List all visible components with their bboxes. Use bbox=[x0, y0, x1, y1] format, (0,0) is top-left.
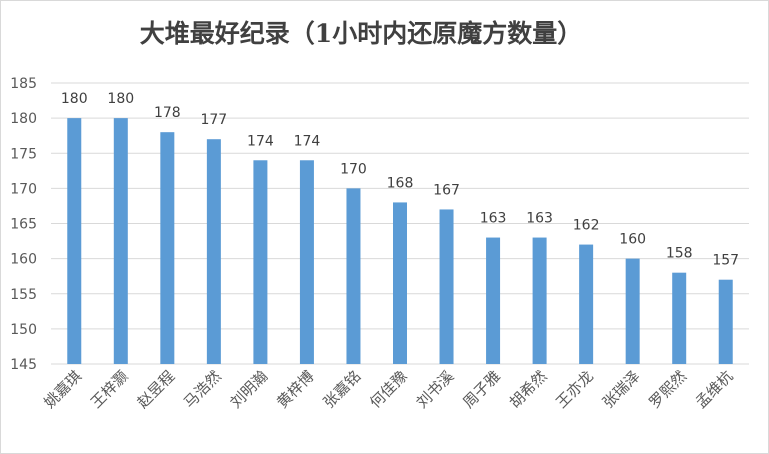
chart-title: 大堆最好纪录（1小时内还原魔方数量） bbox=[140, 19, 582, 48]
data-label: 160 bbox=[619, 232, 646, 248]
y-tick-label: 165 bbox=[10, 217, 37, 233]
x-tick-label: 孟维杭 bbox=[692, 367, 737, 412]
x-tick-label: 姚嘉琪 bbox=[41, 367, 86, 412]
data-label: 174 bbox=[294, 133, 321, 149]
bar bbox=[393, 202, 407, 364]
x-tick-label: 周子雅 bbox=[459, 367, 504, 412]
x-tick-label: 刘书溪 bbox=[413, 367, 458, 412]
data-label: 163 bbox=[480, 211, 507, 227]
x-axis: 姚嘉琪 王梓灏 赵昱程 马浩然 刘明瀚 黄梓博 张嘉铭 何佳豫 刘书溪 周子雅 胡希然 王亦龙 张瑞泽罗… bbox=[41, 367, 737, 412]
bar bbox=[532, 237, 547, 364]
y-tick-label: 180 bbox=[10, 111, 37, 127]
y-tick-label: 175 bbox=[10, 146, 37, 162]
bar bbox=[439, 209, 454, 364]
x-tick-label: 张瑞泽 bbox=[599, 367, 644, 412]
x-tick-label: 胡希然 bbox=[506, 367, 551, 412]
bar bbox=[346, 188, 361, 364]
x-tick-label: 张嘉铭 bbox=[320, 367, 365, 412]
data-label: 158 bbox=[666, 246, 693, 262]
data-label: 174 bbox=[247, 133, 274, 149]
data-label: 162 bbox=[573, 218, 600, 234]
data-label: 157 bbox=[712, 253, 739, 269]
data-label: 180 bbox=[107, 91, 134, 107]
x-tick-label: 王亦龙 bbox=[552, 367, 597, 412]
data-labels: 180 180 178 177 174 174 170 168 167 163 163 162 160 1… bbox=[61, 91, 739, 269]
data-label: 170 bbox=[340, 161, 367, 177]
bar bbox=[206, 139, 221, 364]
x-tick-label: 刘明瀚 bbox=[227, 367, 272, 412]
x-tick-label: 赵昱程 bbox=[134, 367, 179, 412]
y-tick-label: 155 bbox=[10, 287, 37, 303]
x-tick-label: 王梓灏 bbox=[87, 367, 132, 412]
y-tick-label: 160 bbox=[10, 252, 37, 268]
bar bbox=[160, 132, 175, 364]
data-label: 180 bbox=[61, 91, 88, 107]
bar bbox=[253, 160, 268, 364]
x-tick-label: 罗熙然 bbox=[645, 367, 690, 412]
x-tick-label: 马浩然 bbox=[180, 367, 225, 412]
bars bbox=[67, 118, 733, 364]
y-tick-label: 150 bbox=[10, 322, 37, 338]
data-label: 168 bbox=[387, 175, 414, 191]
data-label: 177 bbox=[200, 112, 227, 128]
y-tick-label: 185 bbox=[10, 76, 37, 92]
y-axis: 145 150 155 160 165 170 175 180 185 bbox=[10, 76, 37, 373]
x-tick-label: 黄梓博 bbox=[273, 367, 318, 412]
data-label: 178 bbox=[154, 105, 181, 121]
bar bbox=[486, 237, 501, 364]
data-label: 167 bbox=[433, 182, 460, 198]
bar bbox=[625, 258, 640, 364]
bar bbox=[67, 118, 82, 364]
bar bbox=[579, 244, 594, 364]
bar bbox=[299, 160, 314, 364]
y-tick-label: 145 bbox=[10, 357, 37, 373]
y-tick-label: 170 bbox=[10, 181, 37, 197]
bar bbox=[113, 118, 128, 364]
bar bbox=[672, 272, 687, 364]
bar bbox=[718, 279, 733, 364]
data-label: 163 bbox=[526, 211, 553, 227]
x-tick-label: 何佳豫 bbox=[366, 367, 411, 412]
